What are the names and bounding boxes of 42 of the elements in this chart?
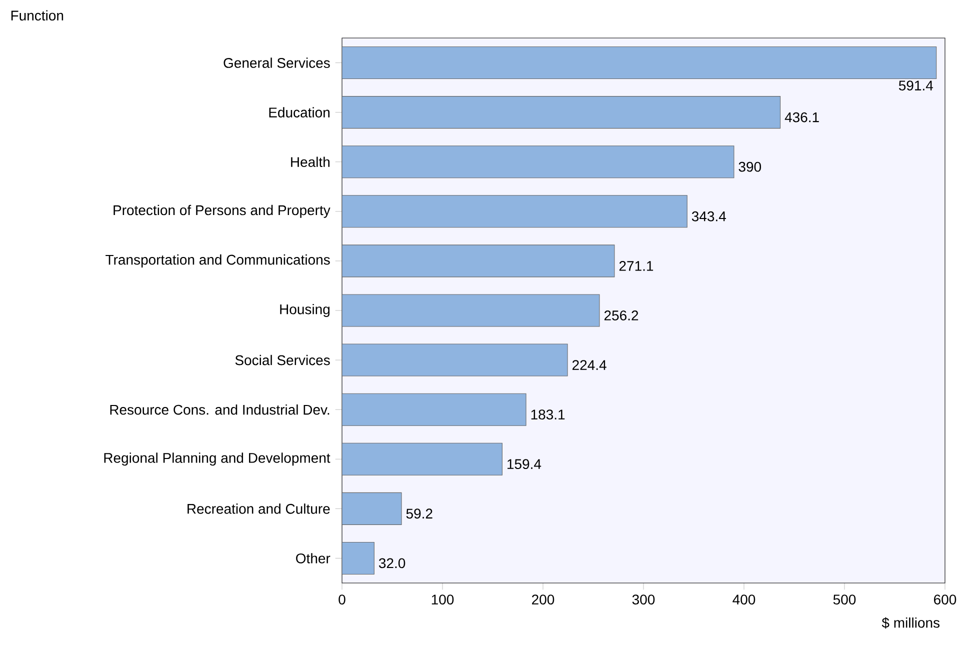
- bar: [342, 195, 688, 228]
- data-label: 436.1: [784, 112, 819, 122]
- data-label: 343.4: [692, 211, 726, 222]
- bar: [342, 492, 402, 525]
- y-tick-label: Education: [269, 107, 330, 118]
- y-tick-label: Health: [291, 156, 330, 168]
- y-tick-label: Protection of Persons and Property: [114, 204, 330, 218]
- x-tick-label: 600: [934, 594, 956, 605]
- data-label: 183.1: [531, 410, 565, 420]
- data-label: 32.0: [378, 558, 406, 568]
- y-tick-label: Other: [296, 553, 330, 564]
- y-tick-label: Resource Cons. and Industrial Dev.: [110, 404, 330, 415]
- bar: [342, 294, 600, 327]
- bar: [342, 46, 937, 80]
- data-label: 390: [738, 162, 762, 172]
- y-tick-label: Transportation and Communications: [106, 254, 330, 268]
- bar: [342, 393, 526, 426]
- bar: [342, 442, 502, 476]
- x-tick-label: 400: [732, 594, 756, 605]
- y-tick-label: Regional Planning and Development: [104, 452, 330, 466]
- data-label: 59.2: [406, 508, 432, 519]
- data-label: 159.4: [508, 459, 542, 470]
- y-tick-label: Social Services: [235, 354, 330, 366]
- bar: [342, 542, 374, 574]
- y-tick-label: Housing: [280, 304, 330, 318]
- x-tick-label: 200: [532, 594, 554, 605]
- x-axis-title: $ millions: [882, 617, 940, 629]
- bar: [342, 146, 734, 178]
- data-label: 224.4: [572, 360, 606, 370]
- data-label: 271.1: [619, 261, 654, 271]
- x-tick-label: 300: [632, 594, 655, 605]
- y-tick-label: Recreation and Culture: [188, 504, 330, 514]
- bar: [342, 96, 781, 129]
- bar: [342, 244, 615, 278]
- x-tick-label: 100: [432, 594, 454, 605]
- text: Function: [11, 10, 64, 21]
- x-tick-label: 0: [338, 594, 346, 605]
- bar: [342, 344, 568, 376]
- data-label: 591.4: [898, 80, 933, 90]
- x-tick-label: 500: [833, 594, 856, 605]
- data-label: 256.2: [604, 310, 638, 320]
- y-tick-label: General Services: [224, 58, 330, 68]
